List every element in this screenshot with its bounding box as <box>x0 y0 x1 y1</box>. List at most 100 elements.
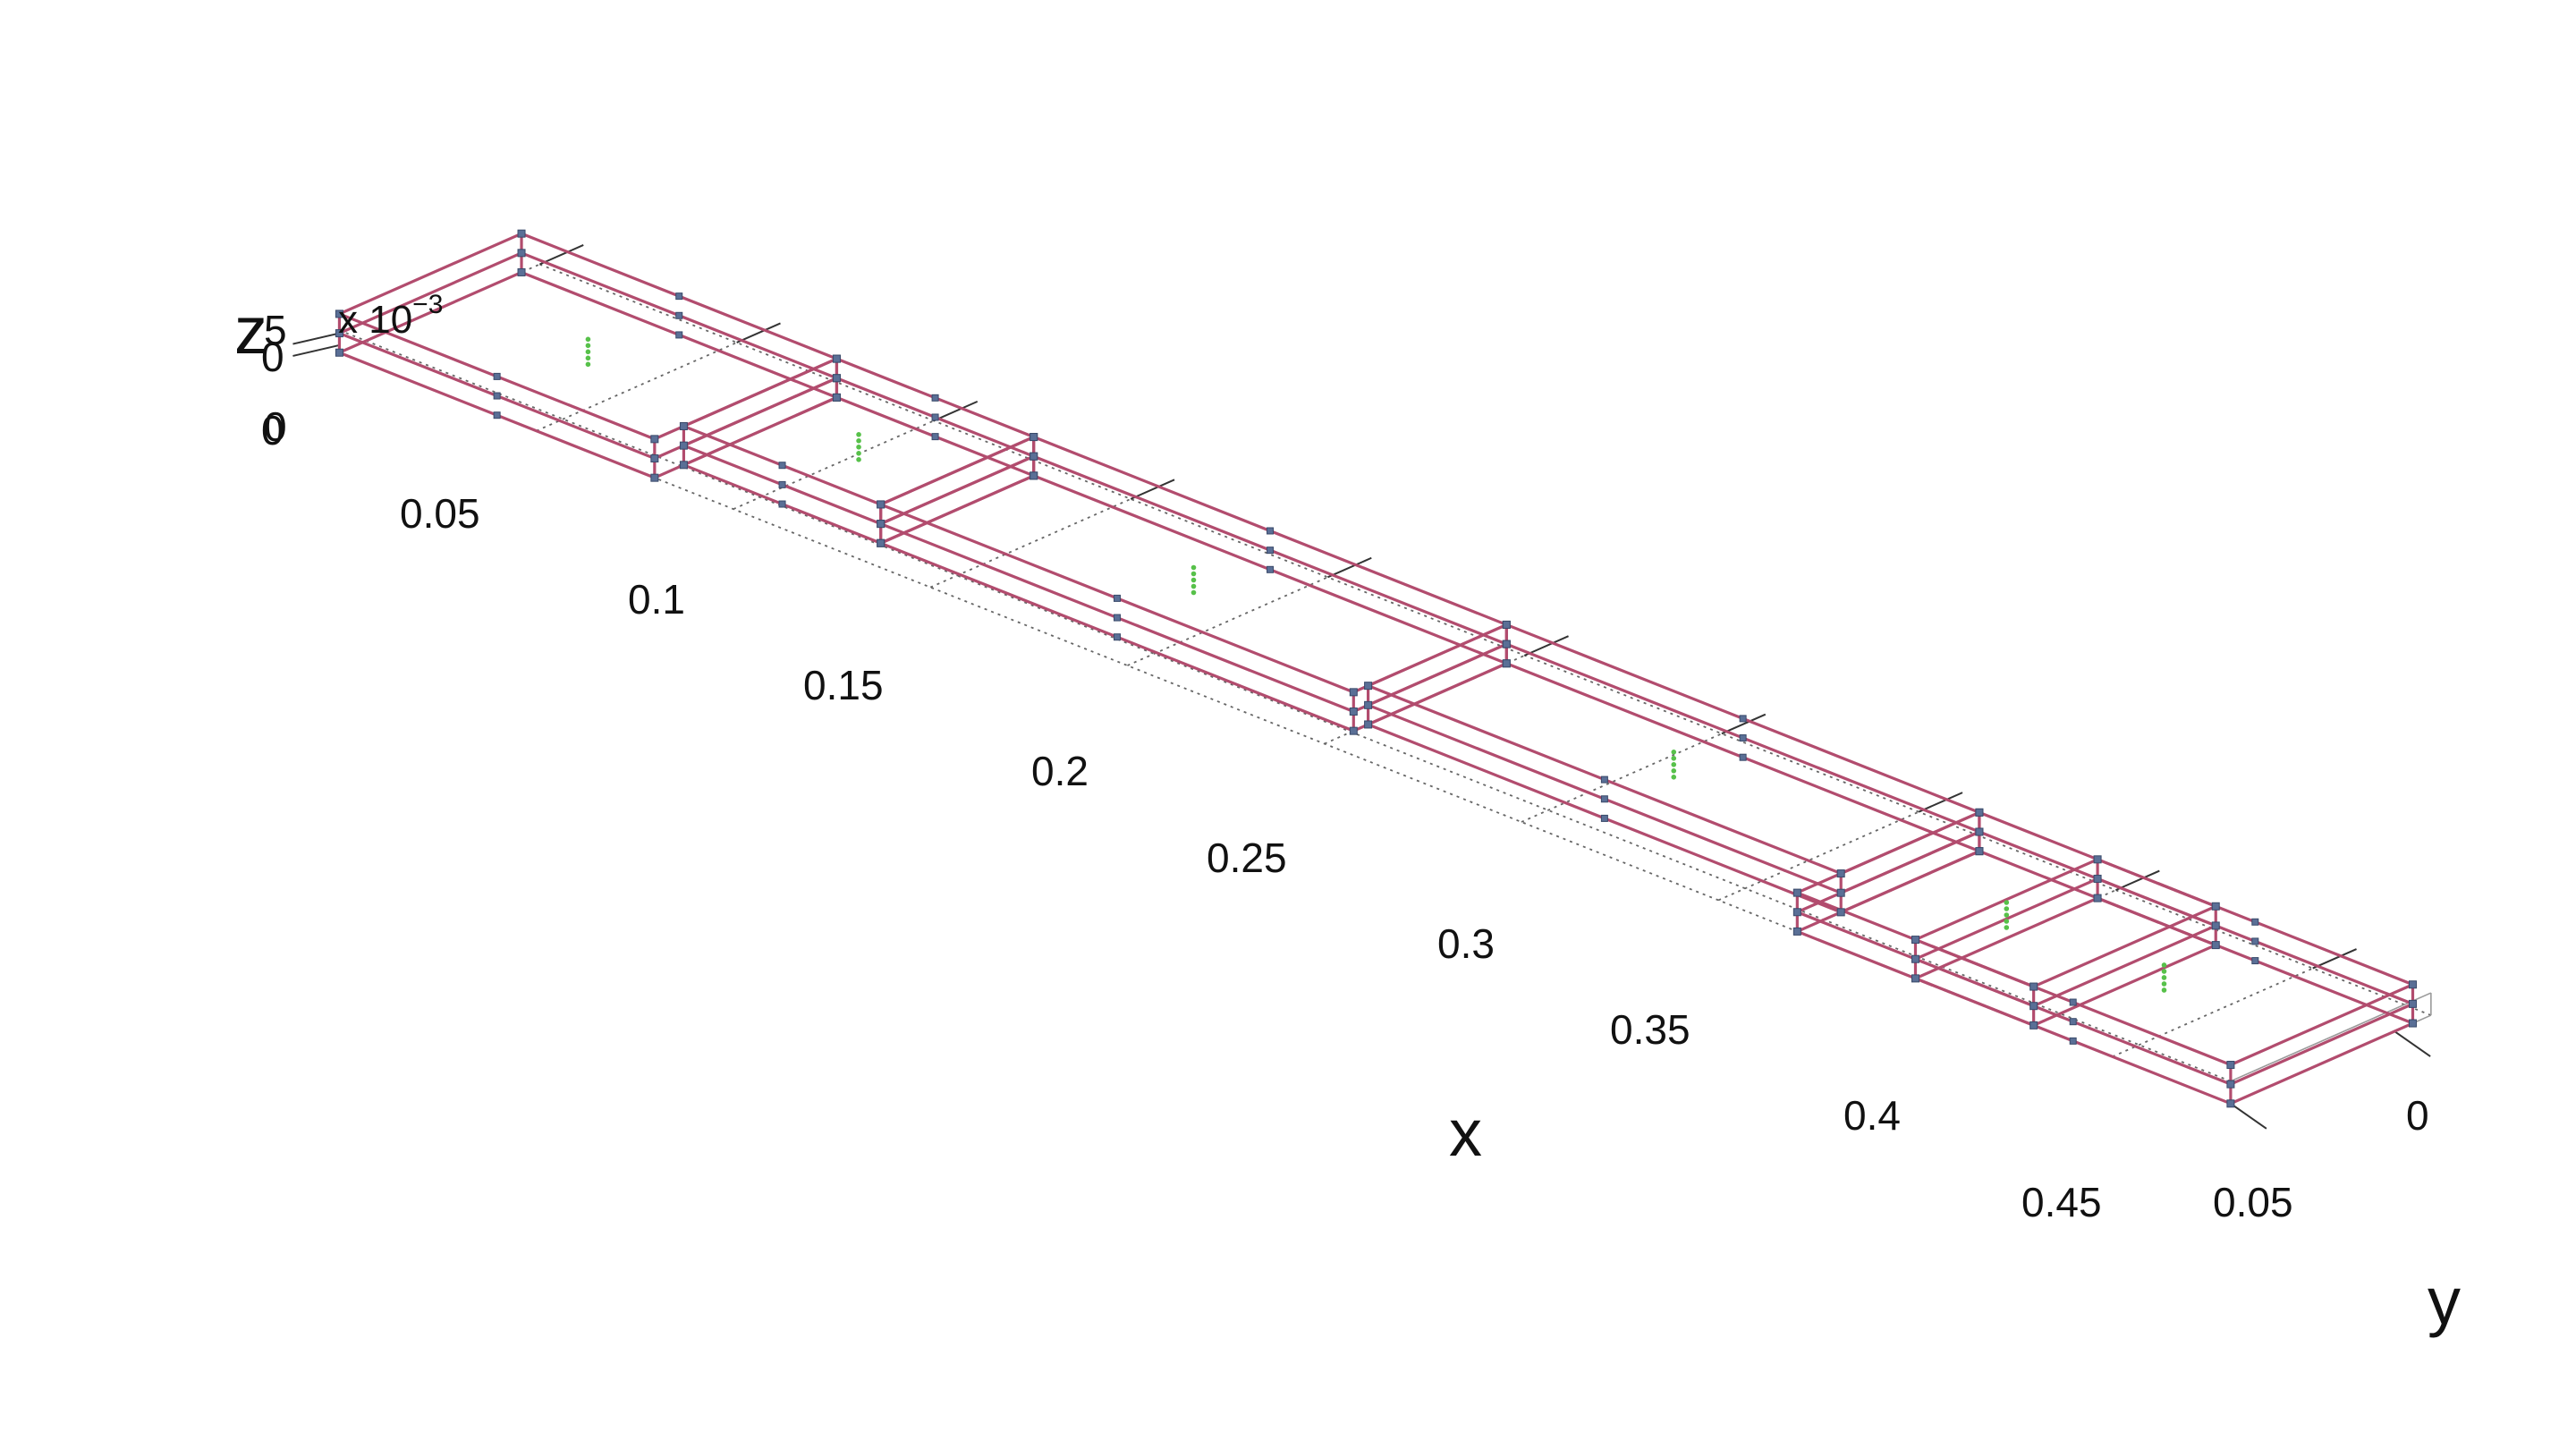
frame-edge <box>682 357 1036 506</box>
green-marker <box>2161 987 2167 993</box>
x-tick-mark <box>1327 556 1372 579</box>
green-markers <box>585 336 2167 993</box>
frame-edge <box>337 232 839 441</box>
grid-line <box>1521 733 1723 823</box>
y-tick-label: 0 <box>2406 1092 2429 1139</box>
green-marker <box>856 445 861 450</box>
green-marker <box>1191 583 1197 589</box>
node-point <box>1975 847 1984 856</box>
node-point <box>650 454 659 463</box>
node-point <box>2093 874 2102 883</box>
node-point <box>1600 814 1608 822</box>
z-tick-mark <box>292 332 340 345</box>
grid-line <box>2112 967 2314 1058</box>
green-marker <box>1191 564 1197 571</box>
x-axis-label: x <box>1449 1096 1482 1170</box>
node-point <box>1349 688 1358 697</box>
x-tick-label: 0 <box>264 403 287 450</box>
node-point <box>1113 614 1121 622</box>
green-marker <box>585 355 591 361</box>
node-point <box>679 461 688 470</box>
node-point <box>1349 726 1358 735</box>
node-point <box>877 500 886 509</box>
frame-edge <box>879 435 1508 694</box>
grid-line <box>1127 576 1328 666</box>
x-tick-label: 0.35 <box>1610 1006 1690 1053</box>
node-point <box>931 413 939 421</box>
node-point <box>2093 894 2102 902</box>
node-point <box>1502 659 1511 668</box>
node-point <box>1911 954 1919 963</box>
node-point <box>1364 720 1373 729</box>
frame-edge <box>1366 662 1981 914</box>
x-tick-label: 0.2 <box>1031 748 1089 794</box>
z-tick-label: 5 <box>264 307 287 353</box>
green-marker <box>1671 768 1677 774</box>
node-point <box>675 311 683 319</box>
node-point <box>1113 594 1121 602</box>
node-point <box>1792 888 1801 897</box>
frame-edge <box>1366 623 1981 876</box>
node-point <box>2226 1099 2235 1108</box>
node-point <box>2069 998 2077 1006</box>
x-tick-label: 0.05 <box>400 490 480 537</box>
box-edge <box>339 352 2232 1105</box>
node-point <box>675 331 683 339</box>
node-point <box>1600 795 1608 803</box>
node-point <box>493 372 501 380</box>
node-point <box>1836 908 1845 917</box>
x-tick-mark <box>538 244 584 266</box>
y-axis-label: y <box>2428 1264 2461 1338</box>
green-marker <box>856 432 861 437</box>
node-point <box>1911 936 1919 945</box>
node-point <box>1267 547 1275 555</box>
green-marker <box>2161 969 2167 974</box>
node-point <box>493 411 501 419</box>
green-marker <box>585 336 591 343</box>
x-tick-label: 0.1 <box>628 576 685 623</box>
x-tick-mark <box>1130 479 1175 500</box>
node-point <box>679 421 688 430</box>
node-point <box>1502 640 1511 648</box>
node-point <box>1030 471 1038 480</box>
node-point <box>832 374 841 383</box>
grid-line <box>733 419 935 510</box>
green-marker <box>2161 981 2167 987</box>
x-tick-label: 0.25 <box>1207 835 1287 881</box>
node-point <box>493 392 501 400</box>
node-point <box>877 538 886 547</box>
node-point <box>2029 982 2038 991</box>
x-tick-mark <box>736 322 781 343</box>
node-point <box>1030 452 1038 461</box>
node-point <box>2409 980 2418 989</box>
green-marker <box>856 438 861 444</box>
frame-edge <box>682 395 1036 545</box>
y-tick-label: 0.05 <box>2213 1179 2293 1225</box>
node-point <box>931 433 939 441</box>
green-marker <box>1671 750 1677 755</box>
box-edge <box>339 329 2232 1082</box>
node-point <box>832 354 841 363</box>
node-point <box>1792 927 1801 936</box>
green-marker <box>2004 912 2010 918</box>
node-point <box>2211 941 2220 950</box>
node-point <box>931 394 939 402</box>
node-point <box>2029 1002 2038 1011</box>
node-point <box>2069 1037 2077 1045</box>
node-point <box>2251 957 2259 965</box>
node-point <box>2211 921 2220 930</box>
node-point <box>778 500 786 508</box>
green-marker <box>2161 975 2167 980</box>
wireframe-nodes <box>335 229 2418 1108</box>
x-tick-mark <box>933 400 979 422</box>
green-marker <box>856 457 861 462</box>
node-point <box>650 473 659 482</box>
green-marker <box>1671 775 1677 780</box>
green-marker <box>585 361 591 368</box>
z-tick-mark <box>292 343 340 357</box>
x-tick-mark <box>1524 635 1569 657</box>
node-point <box>1600 775 1608 784</box>
x-tick-label: 0.45 <box>2021 1179 2102 1225</box>
node-point <box>335 348 343 357</box>
